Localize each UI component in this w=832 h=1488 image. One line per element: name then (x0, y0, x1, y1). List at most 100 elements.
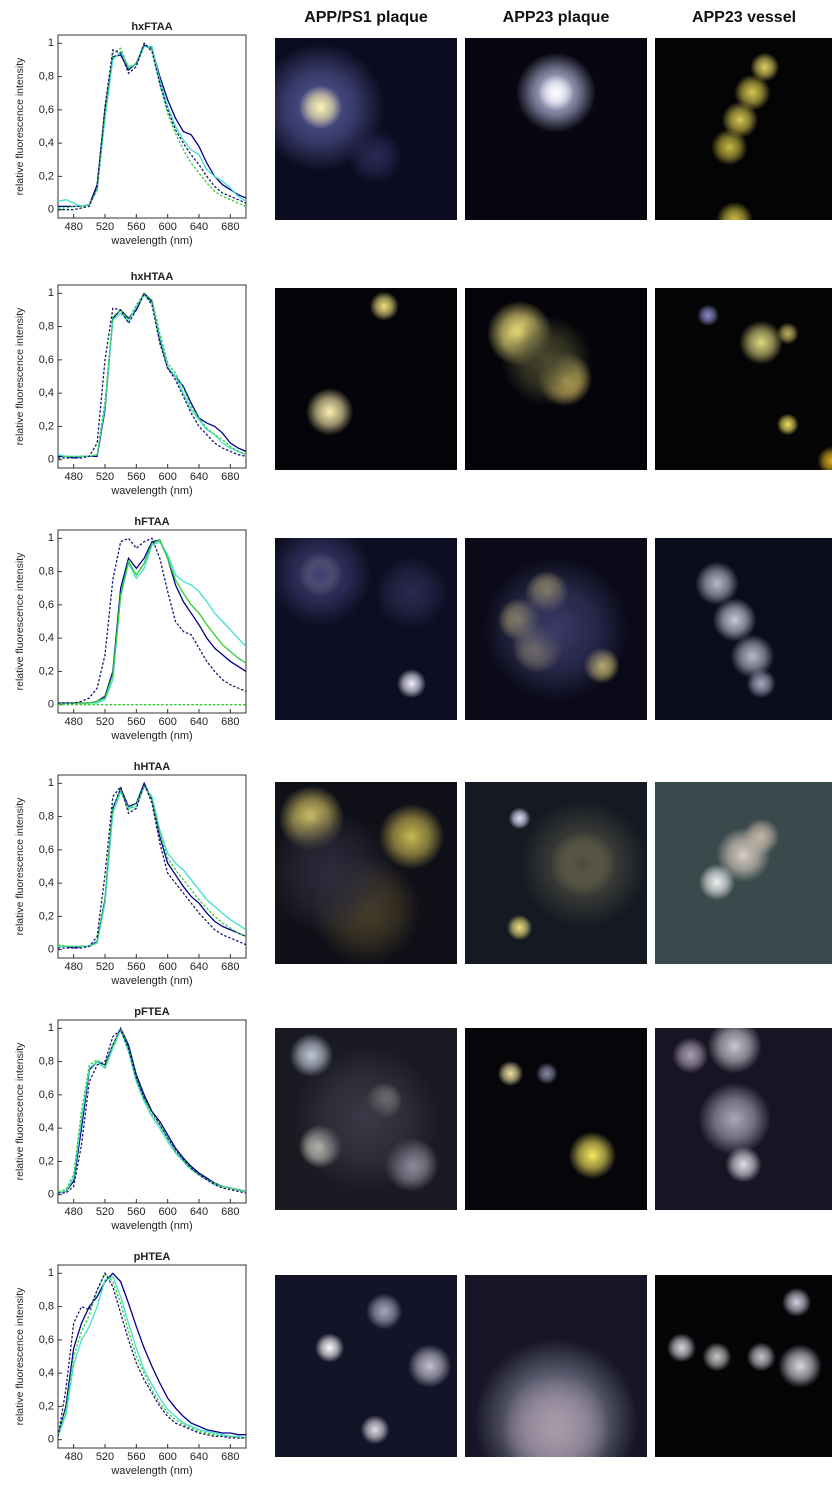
x-tick-label: 640 (190, 961, 208, 973)
deposit (739, 320, 784, 365)
deposit (716, 201, 753, 220)
micrograph (655, 782, 832, 964)
deposit (535, 1062, 558, 1085)
deposit (697, 304, 720, 327)
y-tick-label: 0,8 (39, 1055, 54, 1067)
y-tick-label: 1 (48, 532, 54, 544)
plot-frame (57, 34, 247, 219)
deposit (275, 809, 394, 937)
spectrum-line (58, 1272, 246, 1439)
x-tick-label: 520 (96, 1451, 114, 1463)
micrograph (275, 782, 457, 964)
x-tick-label: 640 (190, 716, 208, 728)
plot-frame (57, 284, 247, 469)
x-tick-label: 480 (64, 1206, 82, 1218)
x-axis-label: wavelength (nm) (110, 1220, 192, 1232)
spectrum-line (58, 292, 246, 459)
x-tick-label: 680 (221, 471, 239, 483)
x-tick-label: 680 (221, 221, 239, 233)
deposit (519, 800, 647, 928)
micrograph (275, 1275, 457, 1457)
deposit (360, 1415, 390, 1445)
x-axis-label: wavelength (nm) (110, 1465, 192, 1477)
y-tick-label: 0,2 (39, 420, 54, 432)
x-tick-label: 600 (158, 716, 176, 728)
chart-title: pFTEA (134, 1006, 169, 1018)
spectrum-line (58, 1275, 246, 1439)
micrograph (655, 288, 832, 470)
deposit (305, 388, 354, 436)
x-tick-label: 640 (190, 471, 208, 483)
micrograph (465, 38, 647, 220)
x-tick-label: 560 (127, 961, 145, 973)
deposit (746, 1342, 776, 1372)
x-axis-label: wavelength (nm) (110, 730, 192, 742)
spectrum-line (58, 537, 246, 704)
micrograph (275, 538, 457, 720)
deposit (298, 85, 343, 129)
x-tick-label: 560 (127, 1451, 145, 1463)
x-axis-label: wavelength (nm) (110, 485, 192, 497)
y-tick-label: 0,2 (39, 170, 54, 182)
y-tick-label: 0,6 (39, 599, 54, 611)
deposit (672, 1037, 709, 1074)
y-tick-label: 0 (48, 944, 54, 956)
y-tick-label: 0 (48, 699, 54, 711)
deposit (776, 322, 799, 345)
y-tick-label: 0,6 (39, 354, 54, 366)
x-tick-label: 640 (190, 1451, 208, 1463)
micrograph (465, 1028, 647, 1210)
deposit (293, 1046, 439, 1192)
x-tick-label: 480 (64, 471, 82, 483)
y-tick-label: 0,6 (39, 844, 54, 856)
column-header: APP/PS1 plaque (304, 9, 428, 26)
micrograph (655, 1275, 832, 1457)
deposit (396, 669, 427, 699)
deposit (725, 1146, 762, 1183)
micrograph (275, 38, 457, 220)
plot-frame (57, 1264, 247, 1449)
spectrum-line (58, 1028, 246, 1194)
deposit (750, 52, 780, 82)
y-tick-label: 0,4 (39, 1367, 54, 1379)
deposit (366, 1293, 403, 1330)
deposit (275, 538, 372, 626)
deposit (347, 129, 403, 184)
x-tick-label: 520 (96, 716, 114, 728)
y-tick-label: 0,6 (39, 1334, 54, 1346)
y-tick-label: 0,8 (39, 810, 54, 822)
y-tick-label: 0,2 (39, 910, 54, 922)
y-tick-label: 0,4 (39, 387, 54, 399)
micrograph (465, 1275, 647, 1457)
spectrum-line (58, 1026, 246, 1192)
x-tick-label: 600 (158, 221, 176, 233)
deposit (501, 1375, 611, 1457)
y-axis-label: relative fluorescence intensity (14, 1042, 26, 1180)
deposit (375, 556, 448, 629)
plot-frame (57, 529, 247, 714)
deposit (369, 291, 399, 321)
y-tick-label: 0,8 (39, 565, 54, 577)
spectrum-line (58, 42, 246, 211)
chart-title: hxHTAA (131, 271, 174, 283)
x-tick-label: 480 (64, 716, 82, 728)
x-tick-label: 480 (64, 961, 82, 973)
deposit (378, 803, 445, 870)
deposit (712, 598, 757, 642)
y-tick-label: 0,4 (39, 632, 54, 644)
x-tick-label: 560 (127, 471, 145, 483)
micrograph-background (655, 288, 832, 470)
x-tick-label: 680 (221, 1451, 239, 1463)
micrograph (655, 538, 832, 720)
y-tick-label: 0,4 (39, 877, 54, 889)
x-axis-label: wavelength (nm) (110, 975, 192, 987)
deposit (778, 1344, 822, 1388)
y-tick-label: 1 (48, 287, 54, 299)
deposit (721, 101, 759, 139)
deposit (315, 1333, 345, 1363)
x-axis-label: wavelength (nm) (110, 235, 192, 247)
y-axis-label: relative fluorescence intensity (14, 307, 26, 445)
y-tick-label: 0,8 (39, 1300, 54, 1312)
y-tick-label: 0,2 (39, 1400, 54, 1412)
deposit (698, 863, 736, 901)
